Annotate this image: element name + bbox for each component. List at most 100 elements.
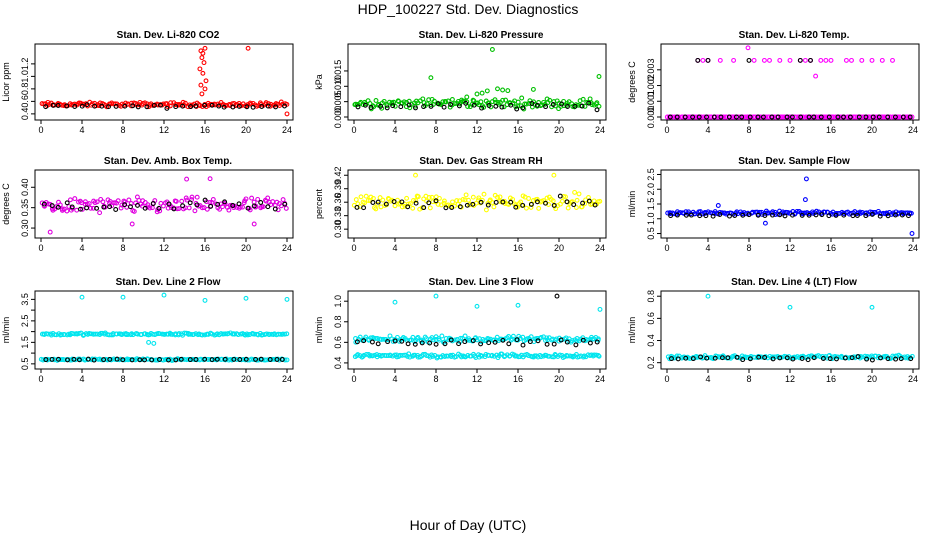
black-data-point xyxy=(885,213,891,219)
black-data-point xyxy=(544,341,550,347)
black-data-point xyxy=(244,104,250,110)
outlier-point xyxy=(161,292,167,298)
x-tick-label: 24 xyxy=(595,374,605,384)
data-point xyxy=(223,331,229,337)
outlier-point xyxy=(243,295,249,301)
x-tick-label: 20 xyxy=(554,243,564,253)
black-data-point xyxy=(230,203,236,208)
black-data-point xyxy=(448,102,454,107)
data-point xyxy=(413,198,419,204)
black-data-point xyxy=(580,337,586,343)
black-data-point xyxy=(711,114,717,120)
panel-7: Stan. Dev. Line 2 Flow 0 4 8 12 16 20 24 0.5 1.5 2… xyxy=(1,277,294,384)
data-point xyxy=(119,202,125,208)
black-data-point xyxy=(236,201,242,207)
data-point xyxy=(895,114,901,120)
data-point xyxy=(483,207,489,213)
data-point xyxy=(251,199,257,205)
black-data-point xyxy=(194,202,200,208)
x-tick-label: 0 xyxy=(664,243,669,253)
data-point xyxy=(59,332,64,338)
outlier-point xyxy=(596,74,602,79)
outlier-point xyxy=(201,60,207,66)
data-point xyxy=(909,114,915,120)
black-data-point xyxy=(84,205,90,211)
outlier-point xyxy=(869,304,875,310)
black-data-point xyxy=(166,357,171,363)
black-data-point xyxy=(156,205,162,211)
data-point xyxy=(186,205,192,211)
black-data-point xyxy=(150,201,156,207)
black-data-point xyxy=(847,114,853,120)
data-point xyxy=(440,99,446,105)
black-data-point xyxy=(782,213,788,219)
black-data-point xyxy=(594,339,600,345)
y-tick-label: 0.4 xyxy=(20,108,30,121)
data-point xyxy=(572,189,578,195)
black-data-point xyxy=(231,356,237,362)
black-data-point xyxy=(885,356,891,362)
data-point xyxy=(194,194,200,200)
black-data-point xyxy=(876,114,882,120)
black-data-point xyxy=(370,200,376,205)
x-tick-label: 12 xyxy=(785,243,795,253)
y-tick-label: 0.4 xyxy=(646,334,656,347)
x-tick-label: 0 xyxy=(38,374,43,384)
y-axis-label: ml/min xyxy=(314,317,324,344)
outlier-point xyxy=(202,86,208,92)
y-tick-label: 1.0 xyxy=(646,213,656,226)
data-point xyxy=(546,353,552,359)
black-data-point xyxy=(826,114,832,120)
outlier-point xyxy=(202,297,208,303)
x-tick-label: 16 xyxy=(826,243,836,253)
y-tick-label: 0.6 xyxy=(333,336,343,349)
black-data-point xyxy=(435,101,441,107)
data-point xyxy=(263,357,269,363)
data-point xyxy=(495,194,500,200)
outlier-point xyxy=(762,220,768,226)
data-point xyxy=(199,205,205,211)
black-data-point xyxy=(520,342,526,348)
data-point xyxy=(401,99,407,105)
y-tick-label: 0.6 xyxy=(646,312,656,325)
x-tick-label: 8 xyxy=(120,374,125,384)
data-point xyxy=(380,336,386,342)
black-data-point xyxy=(572,103,578,109)
x-tick-label: 24 xyxy=(908,374,918,384)
data-point xyxy=(283,205,289,211)
black-data-point xyxy=(893,212,898,218)
black-data-point xyxy=(478,341,484,347)
black-data-point xyxy=(215,201,221,207)
data-point xyxy=(86,201,92,207)
black-data-point xyxy=(789,114,795,120)
y-tick-label: 0.30 xyxy=(20,219,30,237)
data-point xyxy=(374,352,380,358)
x-tick-label: 20 xyxy=(241,374,251,384)
data-point xyxy=(557,352,563,358)
black-data-point xyxy=(690,114,696,120)
black-data-point xyxy=(573,342,579,348)
black-data-point xyxy=(65,357,70,363)
x-tick-label: 12 xyxy=(472,374,482,384)
outlier-point xyxy=(823,57,829,63)
black-data-point xyxy=(697,213,703,219)
data-point xyxy=(596,353,602,359)
data-point xyxy=(587,96,593,102)
black-data-point xyxy=(769,114,775,120)
x-tick-label: 12 xyxy=(472,125,482,135)
black-data-point xyxy=(361,205,367,211)
outlier-point xyxy=(909,231,915,236)
black-data-point xyxy=(833,212,839,218)
y-tick-label: 0.000 xyxy=(646,106,656,129)
black-data-point xyxy=(755,212,761,218)
y-tick-label: 0.002 xyxy=(646,74,656,97)
y-tick-label: 1.2 xyxy=(20,58,30,71)
data-point xyxy=(563,194,568,200)
data-point xyxy=(859,210,865,215)
black-data-point xyxy=(508,102,514,108)
data-point xyxy=(481,191,487,197)
data-point xyxy=(547,97,553,103)
data-point xyxy=(381,98,387,104)
black-data-point xyxy=(369,339,375,345)
x-tick-label: 4 xyxy=(392,243,397,253)
